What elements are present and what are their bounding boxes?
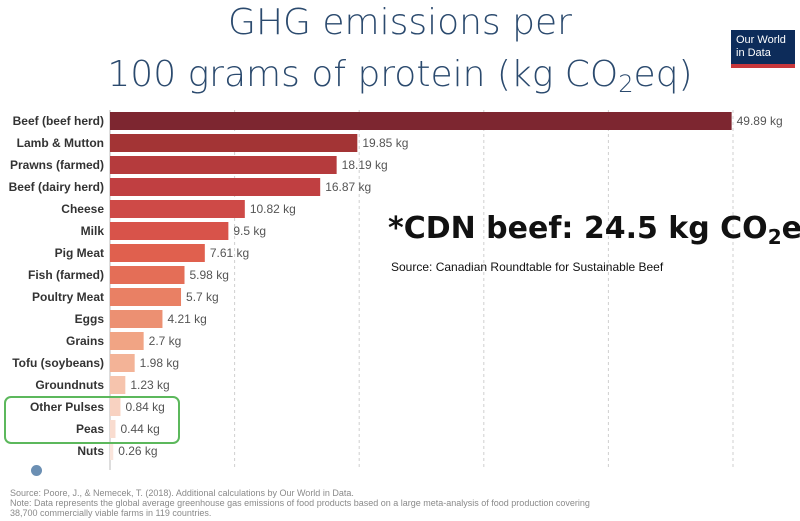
value-label: 10.82 kg: [250, 202, 296, 216]
info-dot-icon: [31, 465, 42, 476]
callout-text: *CDN beef: 24.5 kg CO: [388, 211, 768, 246]
category-label: Peas: [76, 422, 104, 436]
category-label: Groundnuts: [35, 378, 104, 392]
value-label: 5.98 kg: [190, 268, 229, 282]
logo-line-1: Our World: [736, 34, 786, 46]
category-label: Other Pulses: [30, 400, 104, 414]
bar[interactable]: [110, 376, 126, 394]
callout-text-end: eq: [781, 211, 800, 246]
category-label: Fish (farmed): [28, 268, 104, 282]
bar[interactable]: [110, 310, 163, 328]
value-label: 16.87 kg: [325, 180, 371, 194]
our-world-in-data-logo[interactable]: Our World in Data: [731, 30, 795, 68]
bar[interactable]: [110, 420, 116, 438]
category-label: Milk: [81, 224, 105, 238]
value-label: 7.61 kg: [210, 246, 249, 260]
pulses-highlight-box: [4, 396, 180, 444]
category-label: Pig Meat: [55, 246, 104, 260]
value-label: 4.21 kg: [167, 312, 206, 326]
source-line-3: 38,700 commercially viable farms in 119 …: [10, 508, 212, 518]
bar[interactable]: [110, 398, 121, 416]
category-label: Eggs: [75, 312, 105, 326]
bar[interactable]: [110, 288, 182, 306]
value-label: 2.7 kg: [149, 334, 182, 348]
category-label: Prawns (farmed): [10, 158, 104, 172]
title-text-end: eq): [633, 54, 693, 95]
value-label: 5.7 kg: [186, 290, 219, 304]
value-label: 49.89 kg: [737, 114, 783, 128]
value-label: 0.26 kg: [118, 444, 157, 458]
title-subscript: 2: [618, 70, 634, 98]
bar[interactable]: [110, 178, 321, 196]
value-label: 19.85 kg: [362, 136, 408, 150]
bar[interactable]: [110, 134, 358, 152]
source-line-1: Source: Poore, J., & Nemecek, T. (2018).…: [10, 488, 354, 498]
category-label: Cheese: [61, 202, 104, 216]
callout-source: Source: Canadian Roundtable for Sustaina…: [391, 260, 664, 274]
source-line-2: Note: Data represents the global average…: [10, 498, 590, 508]
source-note: Source: Poore, J., & Nemecek, T. (2018).…: [10, 488, 790, 518]
category-label: Grains: [66, 334, 104, 348]
chart-title-line-1: GHG emissions per: [228, 2, 572, 43]
bar[interactable]: [110, 112, 732, 130]
bar[interactable]: [110, 354, 135, 372]
category-label: Beef (beef herd): [13, 114, 104, 128]
value-label: 18.19 kg: [342, 158, 388, 172]
value-label: 1.98 kg: [140, 356, 179, 370]
cdn-beef-callout: *CDN beef: 24.5 kg CO2eq: [388, 211, 800, 248]
category-label: Beef (dairy herd): [9, 180, 104, 194]
category-label: Poultry Meat: [32, 290, 104, 304]
bar[interactable]: [110, 200, 245, 218]
category-label: Lamb & Mutton: [17, 136, 104, 150]
value-label: 0.84 kg: [125, 400, 164, 414]
logo-line-2: in Data: [736, 47, 771, 59]
bar[interactable]: [110, 266, 185, 284]
bar[interactable]: [110, 442, 114, 460]
bar[interactable]: [110, 156, 337, 174]
bar[interactable]: [110, 244, 205, 262]
category-label: Nuts: [77, 444, 104, 458]
bar[interactable]: [110, 332, 144, 350]
value-label: 1.23 kg: [130, 378, 169, 392]
title-text: 100 grams of protein (kg CO: [107, 54, 619, 95]
value-label: 9.5 kg: [233, 224, 266, 238]
value-label: 0.44 kg: [120, 422, 159, 436]
bar[interactable]: [110, 222, 229, 240]
category-label: Tofu (soybeans): [12, 356, 104, 370]
callout-subscript: 2: [767, 225, 782, 249]
chart-title-line-2: 100 grams of protein (kg CO2eq): [0, 54, 800, 97]
